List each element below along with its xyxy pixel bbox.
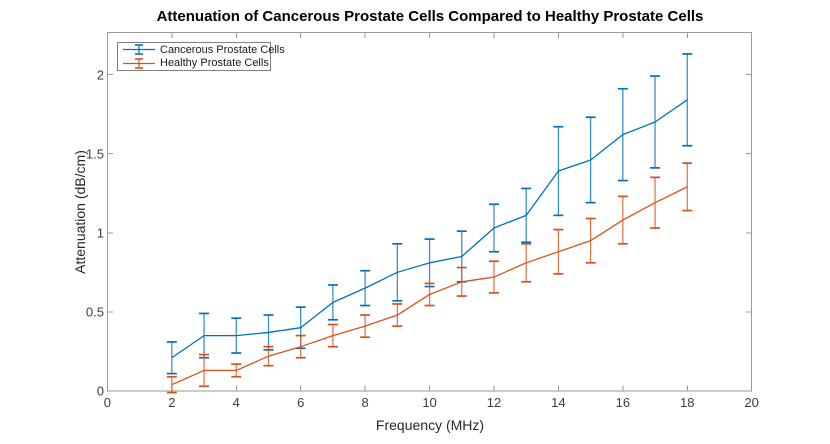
chart-title: Attenuation of Cancerous Prostate Cells …	[156, 8, 704, 25]
x-tick-label: 12	[486, 395, 502, 410]
series-errorbars-0	[166, 53, 693, 375]
errorbar-sample-icon	[123, 44, 155, 56]
y-tick-label: 1	[96, 225, 104, 241]
y-tick-label: 0.5	[85, 304, 104, 320]
errorbar-sample-icon	[123, 57, 155, 69]
y-tick-label: 0	[96, 383, 104, 399]
x-axis-label: Frequency (MHz)	[375, 417, 485, 433]
x-tick-label: 2	[168, 395, 176, 410]
x-ticks	[106, 32, 753, 391]
x-tick-label: 14	[551, 395, 566, 410]
legend-label-healthy: Healthy Prostate Cells	[160, 57, 269, 70]
x-tick-label: 10	[422, 395, 437, 410]
x-tick-label: 20	[744, 395, 759, 410]
legend: Cancerous Prostate Cells Healthy Prostat…	[117, 42, 285, 71]
x-tick-label: 8	[361, 395, 369, 410]
series-line-0	[171, 99, 688, 359]
y-tick-label: 1.5	[85, 146, 104, 162]
x-tick-label: 4	[232, 395, 240, 410]
legend-entry-cancerous: Cancerous Prostate Cells	[122, 43, 285, 56]
legend-entry-healthy: Healthy Prostate Cells	[122, 57, 270, 70]
series-line-1	[171, 186, 688, 386]
x-tick-label: 0	[103, 395, 112, 410]
x-tick-label: 16	[615, 395, 631, 410]
y-ticks	[107, 74, 752, 392]
y-axis-label: Attenuation (dB/cm)	[72, 150, 88, 274]
y-tick-label: 2	[96, 67, 104, 82]
legend-label-cancerous: Cancerous Prostate Cells	[160, 43, 285, 56]
x-tick-label: 18	[680, 395, 695, 410]
x-tick-label: 6	[297, 395, 305, 410]
